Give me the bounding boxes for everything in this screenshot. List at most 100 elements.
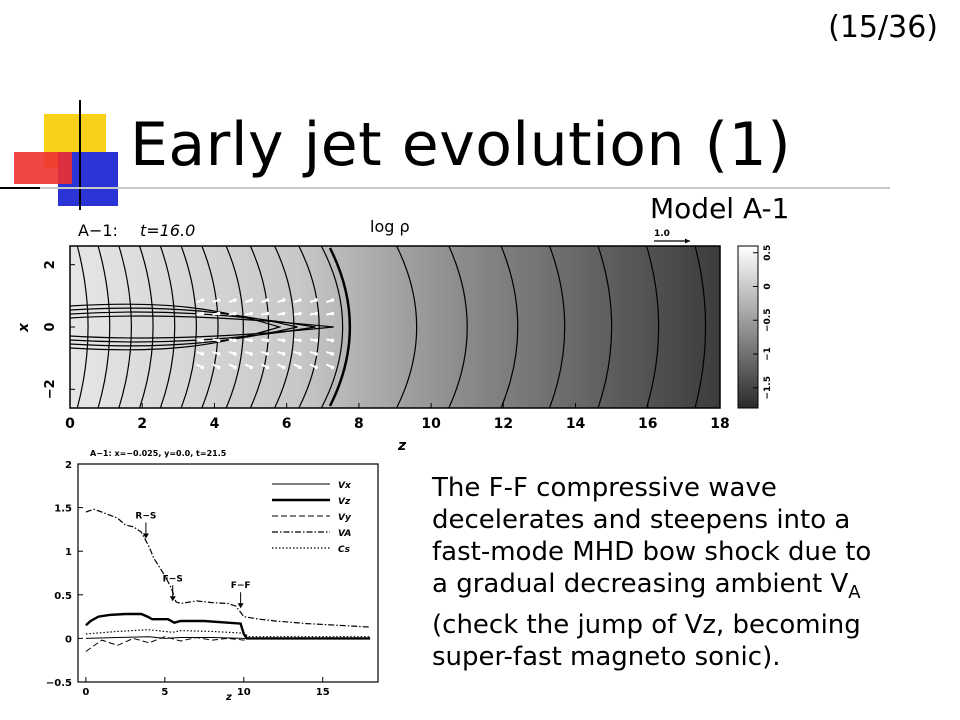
velocity-vector-head xyxy=(281,365,286,370)
title-underline xyxy=(40,187,890,189)
lineplot-x-tick-label: 0 xyxy=(82,687,89,698)
velocity-vector-head xyxy=(200,311,205,316)
slide-body-text: The F-F compressive wave decelerates and… xyxy=(432,472,952,673)
heatmap-x-tick-label: 10 xyxy=(421,416,441,432)
body-line-3: fast-mode MHD bow shock due to xyxy=(432,537,872,567)
density-contour-line xyxy=(76,246,89,408)
velocity-profile-figure: A−1: x=−0.025, y=0.0, t=21.5 0 5 10 1521.51… xyxy=(46,449,379,703)
vector-scale-arrowhead xyxy=(685,238,690,244)
velocity-vector-head xyxy=(249,338,253,343)
lineplot-y-tick-label: 1.5 xyxy=(54,504,72,515)
density-contour-line xyxy=(159,246,176,408)
heatmap-ylabel: x xyxy=(18,322,32,333)
velocity-vector-head xyxy=(265,365,270,370)
deco-red-bar xyxy=(14,152,72,184)
annotation-label: F−F xyxy=(231,581,251,591)
series-line-va xyxy=(85,508,371,628)
series-line-vy xyxy=(85,636,371,652)
density-contour-line xyxy=(180,246,197,408)
lineplot-x-tick-label: 10 xyxy=(237,687,251,698)
velocity-vector-head xyxy=(314,338,318,343)
velocity-vector-head xyxy=(200,352,205,356)
heatmap-x-tick-label: 18 xyxy=(710,416,729,432)
velocity-vector-head xyxy=(298,352,302,356)
velocity-vector-head xyxy=(233,311,237,316)
velocity-vector-head xyxy=(200,338,205,343)
velocity-vector-head xyxy=(233,352,237,356)
density-contour-line xyxy=(448,246,468,408)
density-contours xyxy=(70,246,707,408)
velocity-vector-head xyxy=(265,298,270,302)
legend-label: Vx xyxy=(338,481,352,491)
heatmap-x-tick-label: 0 xyxy=(65,416,75,432)
colorbar-tick-label: −1 xyxy=(763,347,773,361)
velocity-vector-head xyxy=(200,298,205,302)
velocity-vector-head xyxy=(314,352,318,356)
jet-core-contour xyxy=(70,303,282,351)
annotation-arrowhead xyxy=(169,596,176,602)
density-contour-line xyxy=(298,246,320,408)
velocity-vector-head xyxy=(281,352,286,356)
heatmap-x-tick-label: 8 xyxy=(354,416,364,432)
heatmap-x-tick-label: 16 xyxy=(638,416,657,432)
velocity-vector-head xyxy=(330,338,335,343)
velocity-vector-head xyxy=(281,311,286,316)
body-line-4-text: a gradual decreasing ambient V xyxy=(432,569,849,599)
density-contour-line xyxy=(597,246,613,408)
lineplot-ticks: 0 5 10 15 2 1.5 1 0.5 0 −0.5 xyxy=(46,460,330,698)
body-line-1: The F-F compressive wave xyxy=(432,473,777,503)
velocity-vector-head xyxy=(216,298,221,302)
lineplot-y-tick-label: −0.5 xyxy=(46,678,72,689)
lineplot-y-tick-label: 0.5 xyxy=(54,591,72,602)
velocity-vector-head xyxy=(249,298,253,302)
lineplot-title: A−1: x=−0.025, y=0.0, t=21.5 xyxy=(90,449,227,458)
velocity-vector-head xyxy=(233,365,237,370)
velocity-vector-head xyxy=(314,298,318,302)
heatmap-x-tick-label: 12 xyxy=(494,416,513,432)
velocity-vector-head xyxy=(330,365,335,370)
jet-core-contour xyxy=(70,315,334,339)
heatmap-y-tick-label: 2 xyxy=(43,260,58,269)
colorbar-tick-label: −1.5 xyxy=(763,376,773,399)
velocity-vector-head xyxy=(314,311,318,316)
lineplot-y-tick-label: 0 xyxy=(65,634,72,645)
velocity-vector-head xyxy=(216,311,221,316)
density-contour-line xyxy=(549,246,566,408)
velocity-vector-head xyxy=(298,311,302,316)
annotation-arrowhead xyxy=(237,603,244,609)
heatmap-x-tick-label: 14 xyxy=(566,416,586,432)
legend-label: Cs xyxy=(338,545,351,555)
lineplot-x-tick-label: 15 xyxy=(316,687,330,698)
lineplot-frame xyxy=(77,463,379,683)
lineplot-series xyxy=(85,508,371,652)
corner-decoration xyxy=(0,100,130,210)
velocity-vector-head xyxy=(233,338,237,343)
velocity-vector-head xyxy=(281,338,286,343)
body-line-4-subscript: A xyxy=(848,582,861,603)
page-number: (15/36) xyxy=(828,10,938,45)
colorbar-tick-label: 0.5 xyxy=(763,245,773,261)
density-contour-line xyxy=(118,246,132,408)
density-contour-line xyxy=(396,246,418,408)
colorbar xyxy=(737,245,759,409)
legend-label: Vz xyxy=(338,497,351,507)
series-line-vz xyxy=(85,612,371,640)
velocity-vector-head xyxy=(298,365,302,370)
colorbar-ticks: 0.5 0 −0.5 −1 −1.5 xyxy=(753,245,773,399)
density-contour-line xyxy=(249,246,270,408)
lineplot-y-tick-label: 1 xyxy=(65,547,72,558)
heatmap-x-ticks: 0 2 4 6 8 10 12 14 16 18 xyxy=(65,403,730,432)
body-line-5: (check the jump of Vz, becoming xyxy=(432,610,861,640)
velocity-vector-head xyxy=(216,352,221,356)
density-heatmap-figure: A−1: t=16.0 log ρ 1.0 0 2 4 6 8 10 12 14 16 18 20… xyxy=(18,217,773,454)
heatmap-xlabel: z xyxy=(397,438,407,454)
heatmap-x-tick-label: 6 xyxy=(282,416,292,432)
velocity-vector-head xyxy=(330,352,335,356)
velocity-vectors xyxy=(195,298,335,370)
body-line-6: super-fast magneto sonic). xyxy=(432,642,781,672)
density-contour-line xyxy=(320,246,344,408)
heatmap-title: log ρ xyxy=(370,217,410,236)
lineplot-xlabel: z xyxy=(225,692,232,703)
velocity-vector-head xyxy=(249,352,253,356)
heatmap-y-ticks: 2 0 −2 xyxy=(43,260,75,399)
